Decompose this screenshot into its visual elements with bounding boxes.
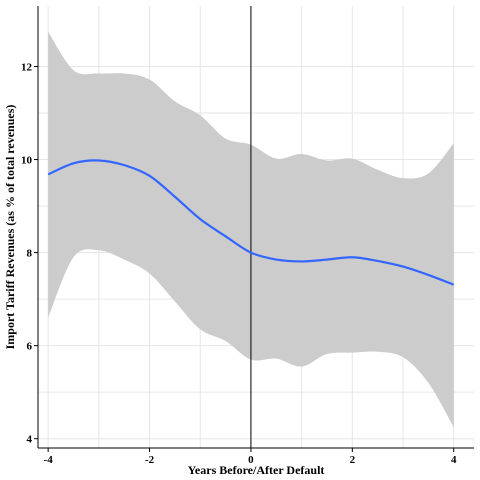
x-tick-label: -4 bbox=[44, 454, 54, 466]
y-tick-label: 6 bbox=[27, 341, 33, 353]
trend-line bbox=[47, 159, 455, 286]
y-tick-label: 12 bbox=[21, 61, 33, 73]
y-tick-label: 10 bbox=[21, 155, 33, 167]
axis-ticks: -4 -2 0 2 4 4 6 8 10 12 bbox=[21, 61, 457, 466]
y-tick-label: 8 bbox=[27, 248, 33, 260]
x-tick-label: 2 bbox=[350, 454, 356, 466]
x-tick-label: 4 bbox=[451, 454, 457, 466]
x-tick-label: -2 bbox=[145, 454, 155, 466]
x-axis-title: Years Before/After Default bbox=[188, 463, 325, 477]
y-axis-title: Import Tariff Revenues (as % of total re… bbox=[3, 105, 17, 350]
x-tick-label: 0 bbox=[248, 454, 254, 466]
y-tick-label: 4 bbox=[27, 434, 33, 446]
